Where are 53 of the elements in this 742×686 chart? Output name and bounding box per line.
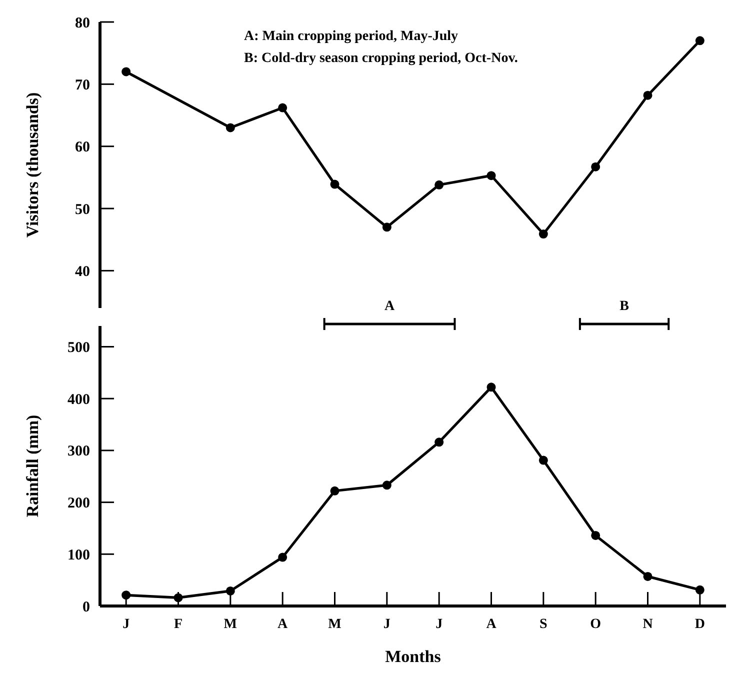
- annotation: B: [620, 299, 629, 314]
- y-axis-title: Visitors (thousands): [23, 92, 42, 238]
- x-tick-label: M: [224, 617, 238, 632]
- y-axis-title: Rainfall (mm): [23, 414, 42, 518]
- point: [278, 552, 288, 562]
- y-tick-label: 40: [75, 264, 90, 280]
- point: [174, 593, 183, 602]
- point: [434, 180, 444, 190]
- point: [486, 382, 496, 392]
- point: [122, 67, 131, 76]
- x-tick-label: A: [278, 617, 289, 632]
- y-tick-label: 500: [68, 340, 90, 356]
- y-tick-label: 200: [68, 496, 90, 512]
- point: [278, 103, 288, 112]
- y-tick-label: 80: [75, 15, 90, 32]
- point: [695, 36, 704, 46]
- point: [226, 123, 235, 132]
- x-tick-label: O: [590, 617, 602, 632]
- point: [643, 572, 652, 581]
- x-tick-label: M: [328, 617, 342, 632]
- x-tick-label: F: [174, 617, 183, 632]
- point: [486, 171, 496, 180]
- point: [538, 230, 548, 239]
- y-tick-label: 70: [75, 77, 90, 94]
- point: [382, 222, 392, 232]
- x-tick-label: J: [436, 617, 443, 632]
- y-tick-label: 100: [68, 547, 90, 564]
- x-tick-label: J: [122, 617, 130, 632]
- annotation: A: Main cropping period, May-July: [244, 29, 458, 44]
- annotation: B: Cold-dry season cropping period, Oct-Nov.: [244, 51, 518, 66]
- annotation: A: [384, 299, 396, 314]
- point: [591, 162, 600, 172]
- x-axis-title: Months: [385, 647, 442, 666]
- point: [382, 480, 392, 490]
- y-tick-label: 50: [75, 202, 90, 218]
- x-tick-label: N: [642, 617, 653, 632]
- point: [330, 486, 340, 496]
- y-tick-label: 300: [68, 444, 90, 460]
- point: [643, 90, 652, 100]
- point: [122, 590, 131, 600]
- x-tick-label: S: [540, 617, 548, 632]
- point: [591, 530, 600, 540]
- point: [330, 180, 340, 189]
- point: [695, 585, 704, 594]
- y-tick-label: 60: [75, 140, 90, 156]
- x-tick-label: J: [383, 617, 390, 632]
- x-tick-label: A: [486, 617, 498, 632]
- point: [538, 456, 548, 465]
- y-tick-label: 0: [82, 599, 90, 616]
- point: [434, 438, 444, 447]
- point: [226, 586, 235, 596]
- y-tick-label: 400: [68, 392, 90, 408]
- x-tick-label: D: [694, 617, 705, 632]
